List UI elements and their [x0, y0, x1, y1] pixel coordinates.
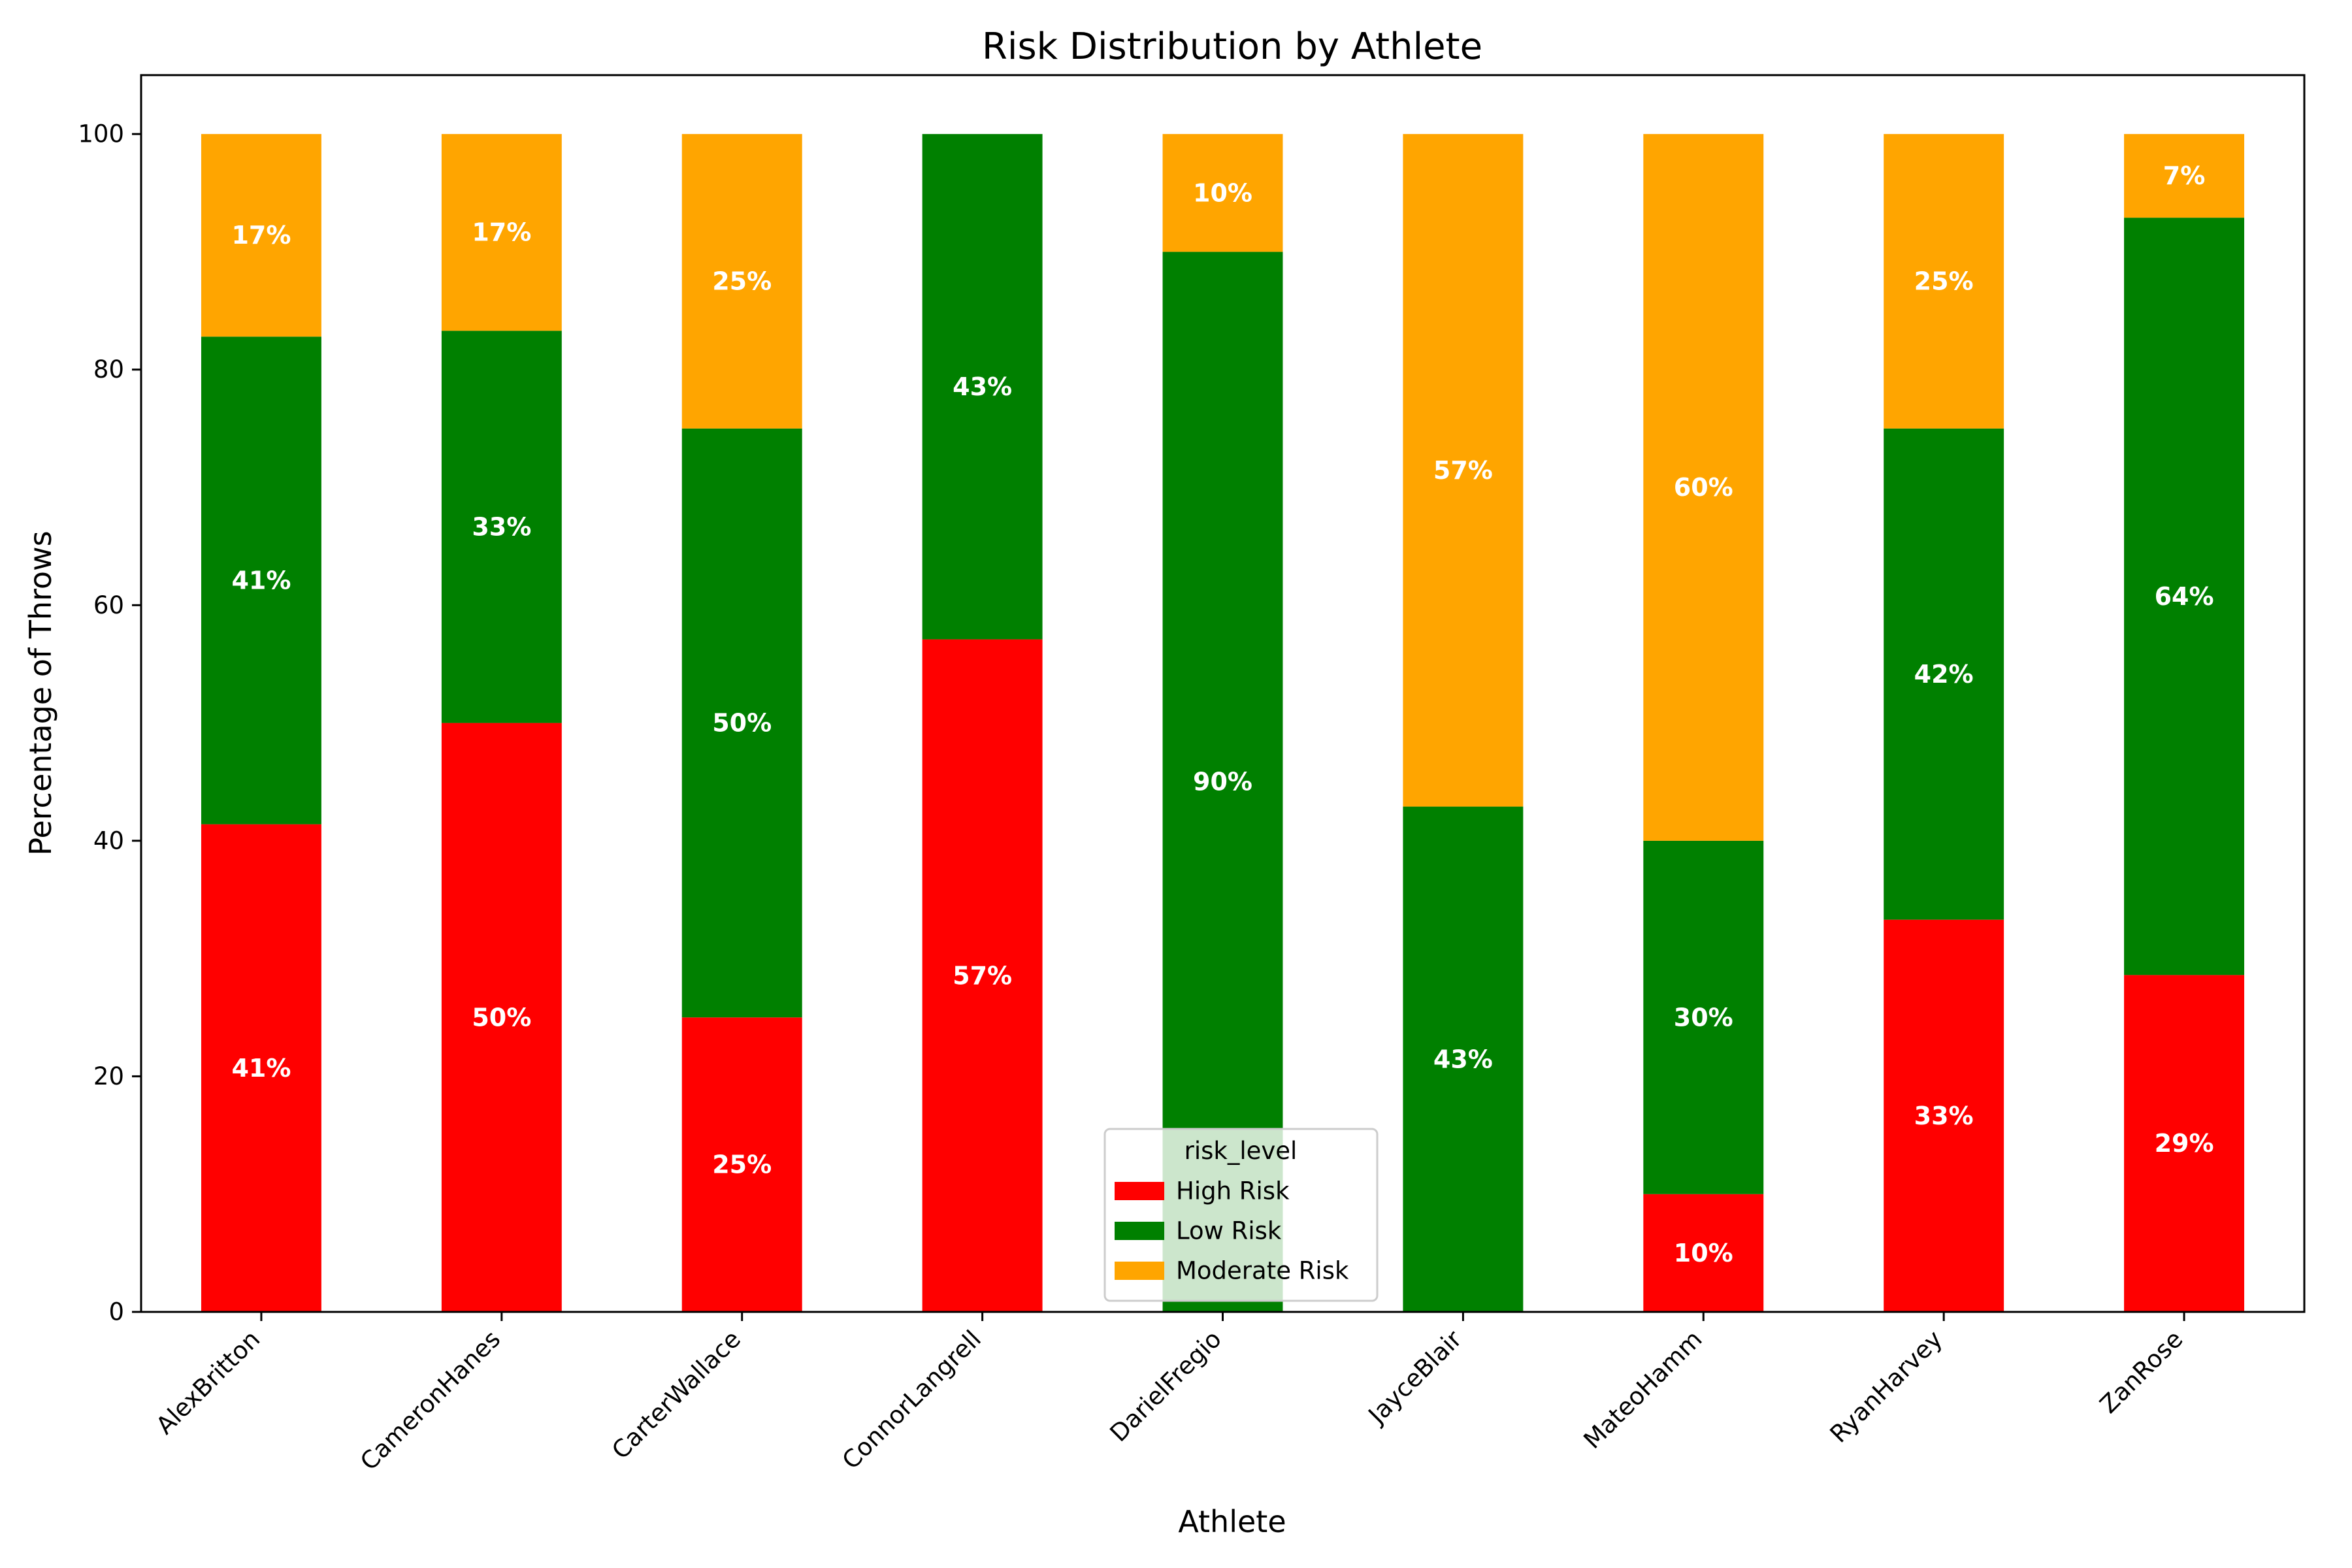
- data-label: 50%: [712, 709, 772, 738]
- x-tick-label: JayceBlair: [1362, 1324, 1467, 1429]
- data-label: 10%: [1193, 178, 1252, 207]
- bar-segment: [2124, 134, 2245, 218]
- x-tick-label: ConnorLangrell: [837, 1325, 987, 1475]
- bar-segment: [1643, 840, 1764, 1194]
- legend-box: [1103, 1128, 1379, 1302]
- bar-segment: [1403, 134, 1524, 807]
- x-tick-label: RyanHarvey: [1825, 1325, 1948, 1448]
- y-axis-title: Percentage of Throws: [23, 531, 58, 855]
- legend: risk_level High Risk Low Risk Moderate Ris…: [1103, 1128, 1379, 1302]
- x-axis-title: Athlete: [1178, 1504, 1286, 1539]
- data-label: 7%: [2163, 161, 2206, 190]
- x-tick-label: MateoHamm: [1578, 1325, 1708, 1454]
- x-tick-label: CarterWallace: [606, 1325, 746, 1465]
- chart-title: Risk Distribution by Athlete: [982, 25, 1482, 68]
- data-label: 42%: [1914, 660, 1974, 689]
- bar-segment: [1884, 428, 2004, 920]
- bar-segment: [681, 428, 802, 1018]
- bar-segment: [1884, 134, 2004, 429]
- y-tick-label: 80: [93, 355, 124, 384]
- bar-segment: [2124, 975, 2245, 1312]
- data-label: 90%: [1193, 768, 1252, 796]
- legend-swatch: [1115, 1222, 1164, 1240]
- data-label: 17%: [472, 218, 531, 247]
- x-axis: AlexBritton CameronHanes CarterWallace Conn…: [151, 1312, 2189, 1476]
- bars-layer: [201, 134, 2245, 1312]
- legend-label: High Risk: [1176, 1177, 1290, 1205]
- data-label: 33%: [1914, 1102, 1974, 1130]
- data-label: 50%: [472, 1003, 531, 1032]
- x-tick-label: ZanRose: [2095, 1325, 2189, 1419]
- legend-label: Low Risk: [1176, 1217, 1282, 1245]
- data-label: 25%: [1914, 267, 1974, 296]
- data-label: 10%: [1674, 1239, 1733, 1267]
- y-axis: 0 20 40 60 80 100: [78, 120, 141, 1326]
- data-label: 64%: [2155, 582, 2214, 611]
- data-label: 57%: [1433, 456, 1493, 485]
- plot-frame: [140, 74, 2306, 1313]
- data-labels-layer: 41% 41% 17% 50% 33% 17% 25% 50% 25% 57% 43% 90% 10% 4…: [231, 161, 2213, 1267]
- bar-segment: [1643, 1194, 1764, 1312]
- data-label: 25%: [712, 1151, 772, 1179]
- legend-label: Moderate Risk: [1176, 1257, 1349, 1285]
- bar-segment: [441, 134, 562, 331]
- bar-segment: [1643, 134, 1764, 841]
- data-label: 33%: [472, 512, 531, 541]
- y-tick-label: 20: [93, 1062, 124, 1090]
- data-label: 17%: [231, 221, 291, 250]
- data-label: 57%: [953, 961, 1012, 990]
- bar-segment: [1162, 134, 1283, 252]
- y-tick-label: 0: [108, 1298, 124, 1326]
- legend-swatch: [1115, 1262, 1164, 1280]
- bar-segment: [681, 134, 802, 429]
- bar-segment: [441, 331, 562, 723]
- x-tick-label: DarielFregio: [1105, 1325, 1227, 1447]
- bar-segment: [201, 134, 321, 337]
- x-tick-label: CameronHanes: [355, 1325, 506, 1476]
- data-label: 29%: [2155, 1129, 2214, 1158]
- y-tick-label: 100: [78, 120, 124, 148]
- data-label: 60%: [1674, 473, 1733, 502]
- data-label: 43%: [1433, 1045, 1493, 1073]
- legend-title: risk_level: [1184, 1137, 1298, 1165]
- legend-swatch: [1115, 1182, 1164, 1200]
- bar-segment: [201, 336, 321, 825]
- data-label: 25%: [712, 267, 772, 296]
- bar-segment: [441, 723, 562, 1312]
- data-label: 41%: [231, 566, 291, 595]
- y-tick-label: 60: [93, 591, 124, 619]
- data-label: 30%: [1674, 1003, 1733, 1032]
- bar-segment: [1884, 919, 2004, 1312]
- y-tick-label: 40: [93, 826, 124, 855]
- bar-segment: [201, 824, 321, 1312]
- legend-items: High Risk Low Risk Moderate Risk: [1115, 1177, 1349, 1285]
- bar-segment: [922, 134, 1043, 640]
- bar-segment: [922, 639, 1043, 1312]
- data-label: 41%: [231, 1054, 291, 1083]
- bar-segment: [681, 1017, 802, 1312]
- data-label: 43%: [953, 372, 1012, 401]
- bar-segment: [1403, 806, 1524, 1312]
- bar-segment: [2124, 218, 2245, 975]
- x-tick-label: AlexBritton: [151, 1325, 266, 1440]
